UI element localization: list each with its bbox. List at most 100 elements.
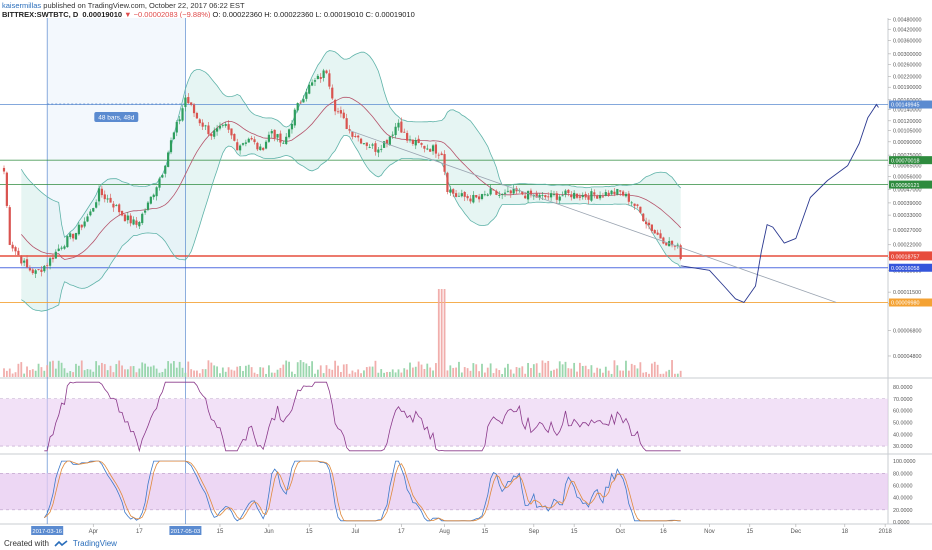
candle-body: [437, 154, 440, 156]
bollinger-upper: [20, 50, 681, 238]
candle-body: [351, 131, 354, 137]
stoch-tick-label: 40.0000: [893, 496, 913, 502]
candle-body: [489, 188, 492, 195]
time-highlight-label: 2017-05-03: [171, 529, 201, 535]
candle-body: [598, 195, 602, 199]
candle-body: [40, 269, 43, 272]
candle-body: [397, 122, 400, 128]
time-tick-label: 15: [306, 529, 313, 535]
volume-bar: [98, 365, 100, 377]
price-tick-label: 0.00480000: [893, 18, 921, 24]
candle-body: [457, 195, 461, 197]
candle-body: [224, 124, 227, 126]
candle-body: [555, 193, 558, 200]
candle-body: [495, 190, 498, 195]
candle-body: [331, 87, 334, 99]
volume-bar: [178, 361, 181, 377]
volume-bar: [135, 372, 138, 377]
volume-bar: [270, 372, 273, 377]
price-tick-label: 0.00004800: [893, 354, 921, 360]
candle-body: [431, 145, 435, 152]
volume-bar: [155, 368, 158, 377]
candle-body: [328, 73, 331, 87]
candle-body: [77, 224, 80, 235]
candle-body: [417, 138, 420, 143]
volume-bar: [124, 369, 126, 377]
candle-body: [17, 250, 20, 256]
rsi-tick-label: 50.0000: [893, 420, 913, 426]
volume-bar: [365, 367, 368, 377]
volume-bar: [357, 369, 360, 377]
candle-body: [665, 242, 668, 246]
candle-body: [167, 152, 170, 167]
candle-body: [311, 82, 314, 86]
candle-body: [403, 131, 406, 133]
candle-body: [463, 191, 466, 197]
down-arrow-icon: ▼: [124, 10, 132, 19]
volume-bar: [138, 368, 141, 377]
volume-bar: [196, 370, 198, 377]
candle-body: [262, 147, 265, 150]
volume-bar: [60, 362, 63, 377]
volume-bar: [593, 372, 596, 377]
volume-bar: [452, 367, 455, 377]
candle-body: [653, 230, 656, 234]
volume-bar: [293, 373, 296, 377]
volume-bar: [584, 365, 587, 377]
rsi-tick-label: 30.0000: [893, 444, 913, 450]
volume-bar: [437, 289, 440, 377]
volume-bar: [478, 371, 481, 377]
price-tick-label: 0.00140000: [893, 108, 921, 114]
candle-body: [72, 233, 75, 239]
candle-body: [322, 70, 325, 78]
symbol-name[interactable]: BITTREX:SWTBTC, D: [2, 10, 79, 19]
candle-body: [342, 112, 345, 119]
author-link[interactable]: kaisermillas: [2, 1, 42, 10]
measure-range-box: [47, 18, 186, 377]
volume-bar: [512, 373, 515, 377]
time-tick-label: 18: [841, 529, 848, 535]
volume-bar: [216, 366, 218, 377]
price-tick-label: 0.00006800: [893, 329, 921, 335]
candle-body: [115, 205, 118, 207]
candle-body: [547, 196, 550, 198]
tradingview-brand[interactable]: TradingView: [72, 539, 117, 548]
volume-bar: [75, 363, 77, 377]
time-tick-label: Apr: [89, 529, 98, 535]
volume-bar: [455, 367, 457, 377]
volume-bar: [656, 364, 659, 377]
price-tag-box: [889, 156, 932, 165]
candle-body: [498, 194, 501, 196]
volume-bar: [400, 372, 403, 377]
time-tick-label: 2018: [878, 529, 892, 535]
candle-body: [423, 145, 426, 149]
candle-body: [561, 195, 564, 197]
volume-bar: [144, 363, 146, 377]
candle-body: [118, 204, 121, 213]
time-highlight-box: [31, 526, 64, 535]
candle-body: [526, 191, 530, 200]
rsi-tick-label: 60.0000: [893, 409, 913, 415]
stoch-band: [0, 473, 888, 510]
candle-body: [187, 97, 190, 104]
volume-bar: [486, 367, 489, 377]
volume-bar: [233, 370, 236, 377]
volume-bar: [14, 372, 17, 377]
candle-body: [215, 128, 219, 132]
volume-bar: [564, 361, 567, 377]
volume-bar: [662, 373, 665, 377]
volume-bar: [535, 363, 538, 377]
volume-bar: [509, 369, 512, 377]
volume-bar: [374, 360, 377, 377]
volume-bar: [291, 371, 293, 377]
volume-bar: [553, 369, 555, 377]
candle-body: [48, 258, 52, 266]
rsi-tick-label: 40.0000: [893, 432, 913, 438]
volume-bar: [20, 362, 23, 377]
volume-bar: [665, 371, 668, 377]
volume-bar: [659, 373, 662, 377]
candle-body: [552, 194, 556, 196]
rsi-tick-label: 70.0000: [893, 397, 913, 403]
candle-body: [587, 196, 590, 200]
